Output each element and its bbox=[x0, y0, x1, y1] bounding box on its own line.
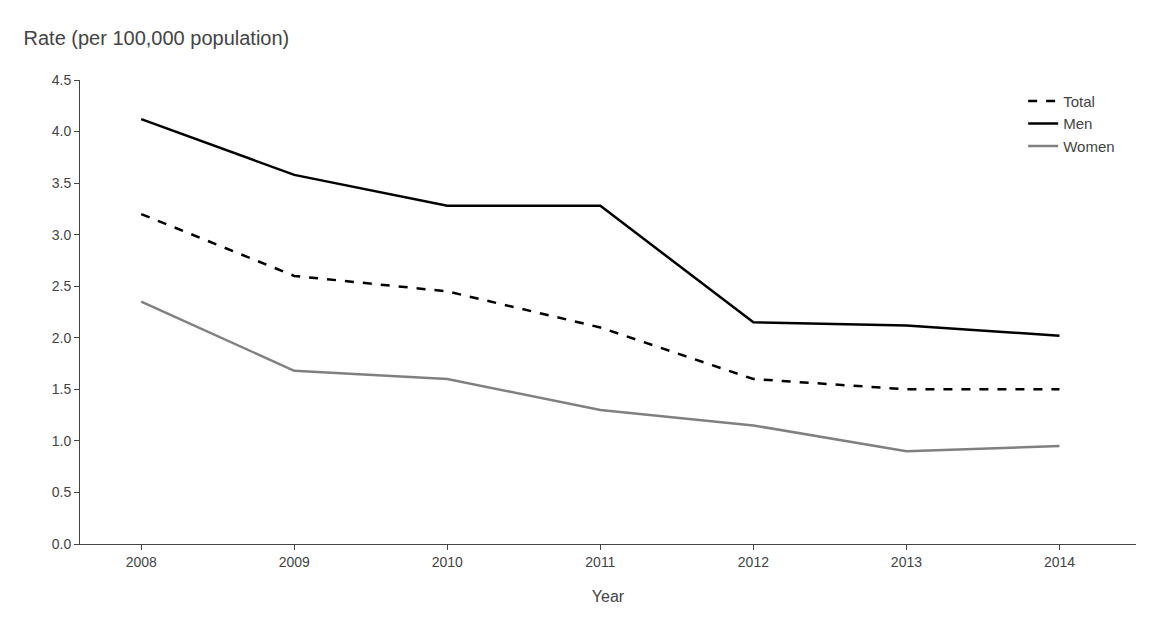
svg-text:1.5: 1.5 bbox=[52, 381, 72, 397]
svg-text:2009: 2009 bbox=[279, 554, 310, 570]
svg-text:2012: 2012 bbox=[738, 554, 769, 570]
svg-text:2014: 2014 bbox=[1044, 554, 1075, 570]
svg-text:0.5: 0.5 bbox=[52, 484, 72, 500]
svg-text:Men: Men bbox=[1063, 115, 1092, 132]
svg-text:Rate (per 100,000 population): Rate (per 100,000 population) bbox=[24, 27, 290, 49]
svg-text:Year: Year bbox=[592, 588, 625, 605]
svg-text:3.5: 3.5 bbox=[52, 175, 72, 191]
svg-text:4.0: 4.0 bbox=[52, 123, 72, 139]
svg-text:2008: 2008 bbox=[126, 554, 157, 570]
svg-text:3.0: 3.0 bbox=[52, 227, 72, 243]
svg-text:1.0: 1.0 bbox=[52, 433, 72, 449]
svg-text:2011: 2011 bbox=[585, 554, 615, 570]
svg-text:2.0: 2.0 bbox=[52, 330, 72, 346]
svg-text:2013: 2013 bbox=[891, 554, 922, 570]
svg-text:2.5: 2.5 bbox=[52, 278, 72, 294]
svg-text:Women: Women bbox=[1063, 138, 1114, 155]
svg-text:Total: Total bbox=[1063, 93, 1095, 110]
svg-text:0.0: 0.0 bbox=[52, 536, 72, 552]
svg-text:2010: 2010 bbox=[432, 554, 463, 570]
svg-text:4.5: 4.5 bbox=[52, 72, 72, 88]
